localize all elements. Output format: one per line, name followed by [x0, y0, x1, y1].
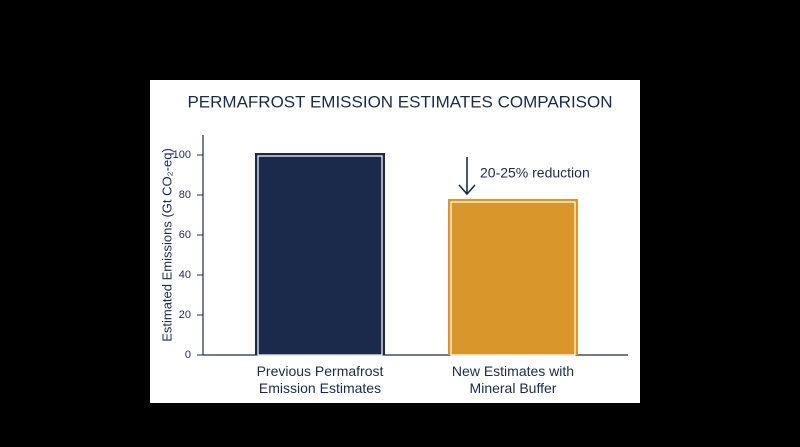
x-tick-label-box: New Estimates with Mineral Buffer — [451, 363, 575, 396]
bar-inner-outline — [450, 201, 576, 356]
y-axis-label: Estimated Emissions (Gt CO₂-eq) — [159, 148, 174, 342]
bar — [255, 153, 385, 355]
x-tick-label: Previous Permafrost Emission Estimates — [256, 363, 384, 396]
annotation-arrowhead — [458, 184, 476, 196]
y-tick-label: 20 — [179, 309, 191, 321]
bar-inner-outline — [257, 155, 383, 356]
annotation: 20-25% reduction — [480, 165, 590, 181]
y-tick-label: 80 — [179, 189, 191, 201]
y-tick-label: 0 — [185, 349, 191, 361]
chart-title: PERMAFROST EMISSION ESTIMATES COMPARISON — [187, 92, 612, 111]
y-tick-label: 100 — [173, 149, 191, 161]
x-tick-label-box: Previous Permafrost Emission Estimates — [256, 363, 384, 396]
x-tick-label: New Estimates with Mineral Buffer — [451, 363, 575, 396]
y-tick-label: 40 — [179, 269, 191, 281]
y-tick-label: 60 — [179, 229, 191, 241]
bar — [448, 199, 578, 355]
